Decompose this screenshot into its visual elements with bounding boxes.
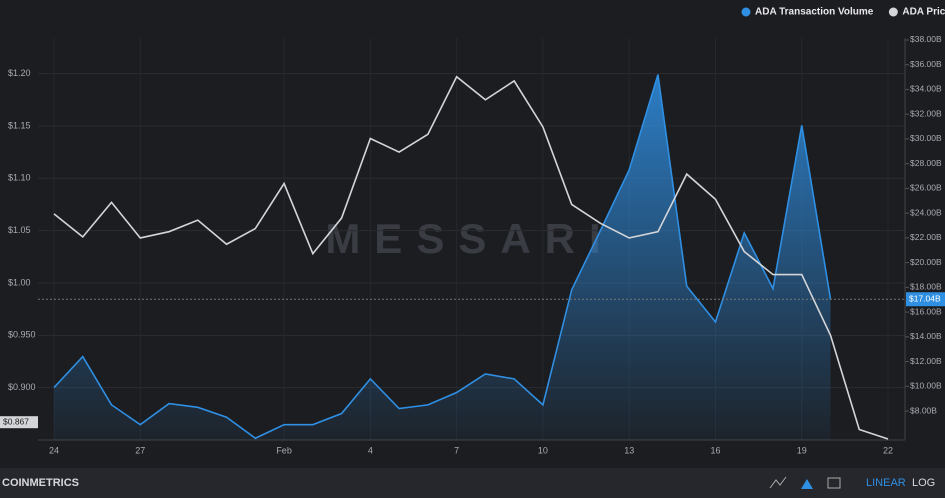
x-tick-label: 16 xyxy=(710,445,720,455)
x-tick-label: 10 xyxy=(538,445,548,455)
line-icon[interactable] xyxy=(769,476,787,489)
scale-option[interactable]: LOG xyxy=(912,477,935,489)
y2-tick-label: $8.00B xyxy=(910,405,937,415)
current-label: $0.867 xyxy=(3,416,29,426)
y2-tick-label: $12.00B xyxy=(910,356,942,366)
x-tick-label: 4 xyxy=(368,445,373,455)
area xyxy=(54,74,831,441)
y-tick-label: $0.950 xyxy=(8,330,36,340)
y2-tick-label: $28.00B xyxy=(910,158,942,168)
y2-tick-label: $32.00B xyxy=(910,108,942,118)
y2-tick-label: $10.00B xyxy=(910,381,942,391)
x-tick-label: 13 xyxy=(624,445,634,455)
brand: COINMETRICS xyxy=(2,477,79,489)
y-tick-label: $1.10 xyxy=(8,173,31,183)
y-tick-label: $1.20 xyxy=(8,68,31,78)
y2-tick-label: $16.00B xyxy=(910,306,942,316)
x-tick-label: 22 xyxy=(883,445,893,455)
y2-tick-label: $26.00B xyxy=(910,183,942,193)
legend-label[interactable]: ADA Transaction Volume xyxy=(755,7,874,18)
line xyxy=(53,74,832,440)
y-tick-label: $0.900 xyxy=(8,382,36,392)
y2-tick-label: $22.00B xyxy=(910,232,942,242)
candle-icon[interactable] xyxy=(827,477,841,489)
x-tick-label: 7 xyxy=(454,445,459,455)
y2-tick-label: $18.00B xyxy=(910,282,942,292)
y-tick-label: $1.05 xyxy=(8,225,31,235)
y2-tick-label: $36.00B xyxy=(910,59,942,69)
y2-tick-label: $14.00B xyxy=(910,331,942,341)
x-tick-label: 27 xyxy=(135,445,145,455)
x-tick-label: 19 xyxy=(797,445,807,455)
legend-dot xyxy=(741,7,751,17)
current-box xyxy=(0,416,38,429)
y2-tick-label: $24.00B xyxy=(910,207,942,217)
y2-tick-label: $34.00B xyxy=(910,84,942,94)
legend-label[interactable]: ADA Price xyxy=(902,7,945,18)
current-label: $17.04B xyxy=(909,293,941,303)
line xyxy=(53,75,889,440)
y2-tick-label: $38.00B xyxy=(910,34,942,44)
footer-bar xyxy=(0,468,945,498)
x-tick-label: Feb xyxy=(276,445,292,455)
y-tick-label: $1.15 xyxy=(8,120,31,130)
y-tick-label: $1.00 xyxy=(8,277,31,287)
y2-tick-label: $20.00B xyxy=(910,257,942,267)
area-icon[interactable] xyxy=(801,479,813,489)
legend-dot xyxy=(888,7,898,17)
y2-tick-label: $30.00B xyxy=(910,133,942,143)
watermark: MESSARI xyxy=(325,215,614,262)
current-box xyxy=(906,292,945,307)
x-tick-label: 24 xyxy=(49,445,59,455)
scale-option[interactable]: LINEAR xyxy=(866,477,906,489)
